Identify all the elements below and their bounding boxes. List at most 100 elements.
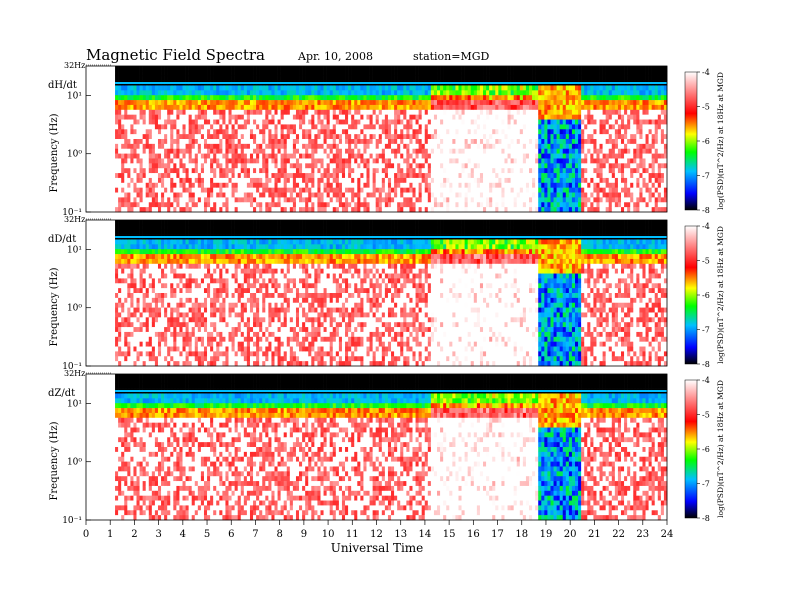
heatmap-cell	[532, 85, 536, 91]
heatmap-cell	[194, 197, 199, 203]
heatmap-cell	[277, 119, 281, 125]
heatmap-cell	[118, 129, 122, 135]
heatmap-cell	[424, 119, 429, 125]
heatmap-cell	[292, 109, 297, 115]
heatmap-cell	[182, 182, 186, 188]
heatmap-cell	[394, 163, 398, 169]
heatmap-cell	[535, 95, 539, 101]
heatmap-cell	[565, 124, 570, 130]
heatmap-cell	[473, 182, 478, 188]
heatmap-cell	[225, 207, 229, 213]
heatmap-cell	[590, 148, 594, 154]
heatmap-cell	[501, 182, 505, 188]
heatmap-cell	[587, 177, 591, 184]
heatmap-cell	[188, 158, 193, 164]
heatmap-cell	[568, 173, 573, 179]
heatmap-cell	[265, 95, 269, 101]
heatmap-cell	[136, 124, 140, 130]
heatmap-cell	[253, 168, 257, 174]
heatmap-cell	[182, 168, 186, 174]
heatmap-cell	[611, 197, 616, 203]
heatmap-cell	[280, 177, 284, 184]
heatmap-cell	[145, 90, 150, 96]
heatmap-cell	[504, 124, 508, 130]
heatmap-cell	[121, 148, 125, 154]
heatmap-cell	[360, 148, 364, 154]
heatmap-cell	[231, 114, 235, 120]
heatmap-cell	[161, 109, 165, 115]
heatmap-cell	[452, 90, 456, 96]
heatmap-cell	[271, 95, 275, 101]
heatmap-cell	[578, 182, 582, 188]
heatmap-cell	[611, 148, 616, 154]
heatmap-cell	[384, 119, 389, 125]
heatmap-cell	[427, 207, 432, 213]
heatmap-cell	[305, 100, 309, 106]
heatmap-cell	[440, 66, 444, 72]
heatmap-cell	[532, 197, 536, 203]
heatmap-cell	[529, 119, 533, 125]
heatmap-cell	[470, 177, 475, 184]
heatmap-cell	[427, 109, 432, 115]
heatmap-cell	[253, 129, 257, 135]
heatmap-cell	[323, 207, 327, 213]
heatmap-cell	[519, 124, 524, 130]
heatmap-cell	[305, 119, 309, 125]
heatmap-cell	[124, 148, 128, 154]
heatmap-cell	[384, 168, 389, 174]
heatmap-cell	[581, 163, 585, 169]
heatmap-cell	[130, 173, 134, 179]
heatmap-cell	[292, 182, 297, 188]
heatmap-cell	[611, 177, 616, 184]
heatmap-cell	[289, 129, 294, 135]
heatmap-cell	[605, 104, 610, 111]
heatmap-cell	[415, 114, 419, 120]
heatmap-cell	[271, 163, 275, 169]
heatmap-cell	[148, 104, 153, 111]
heatmap-cell	[167, 114, 171, 120]
heatmap-cell	[302, 66, 306, 72]
heatmap-cell	[507, 119, 511, 125]
heatmap-cell	[118, 207, 122, 213]
heatmap-cell	[391, 95, 395, 101]
heatmap-cell	[182, 158, 186, 164]
heatmap-cell	[498, 129, 502, 135]
heatmap-cell	[259, 109, 263, 115]
heatmap-cell	[179, 182, 183, 188]
heatmap-cell	[568, 192, 573, 198]
heatmap-cell	[151, 168, 156, 174]
heatmap-cell	[338, 114, 343, 120]
heatmap-cell	[332, 168, 337, 174]
heatmap-cell	[611, 153, 616, 159]
heatmap-cell	[225, 70, 229, 77]
heatmap-cell	[305, 197, 309, 203]
heatmap-cell	[461, 153, 465, 159]
heatmap-cell	[289, 177, 294, 184]
heatmap-cell	[197, 134, 202, 140]
heatmap-cell	[127, 192, 131, 198]
heatmap-cell	[372, 163, 376, 169]
heatmap-cell	[375, 139, 380, 145]
heatmap-cell	[292, 100, 297, 106]
heatmap-cell	[124, 163, 128, 169]
heatmap-cell	[406, 100, 410, 106]
heatmap-cell	[259, 85, 263, 91]
heatmap-cell	[440, 202, 444, 208]
heatmap-cell	[504, 192, 508, 198]
heatmap-cell	[605, 192, 610, 198]
heatmap-cell	[501, 187, 505, 193]
heatmap-cell	[443, 163, 447, 169]
heatmap-cell	[433, 187, 438, 193]
heatmap-cell	[222, 202, 226, 208]
heatmap-cell	[194, 104, 199, 111]
heatmap-cell	[486, 163, 490, 169]
heatmap-cell	[305, 202, 309, 208]
heatmap-cell	[403, 197, 407, 203]
heatmap-cell	[317, 95, 321, 101]
heatmap-cell	[200, 70, 205, 77]
heatmap-cell	[341, 177, 346, 184]
heatmap-cell	[259, 202, 263, 208]
heatmap-cell	[338, 119, 343, 125]
heatmap-cell	[495, 173, 499, 179]
heatmap-cell	[427, 143, 432, 150]
